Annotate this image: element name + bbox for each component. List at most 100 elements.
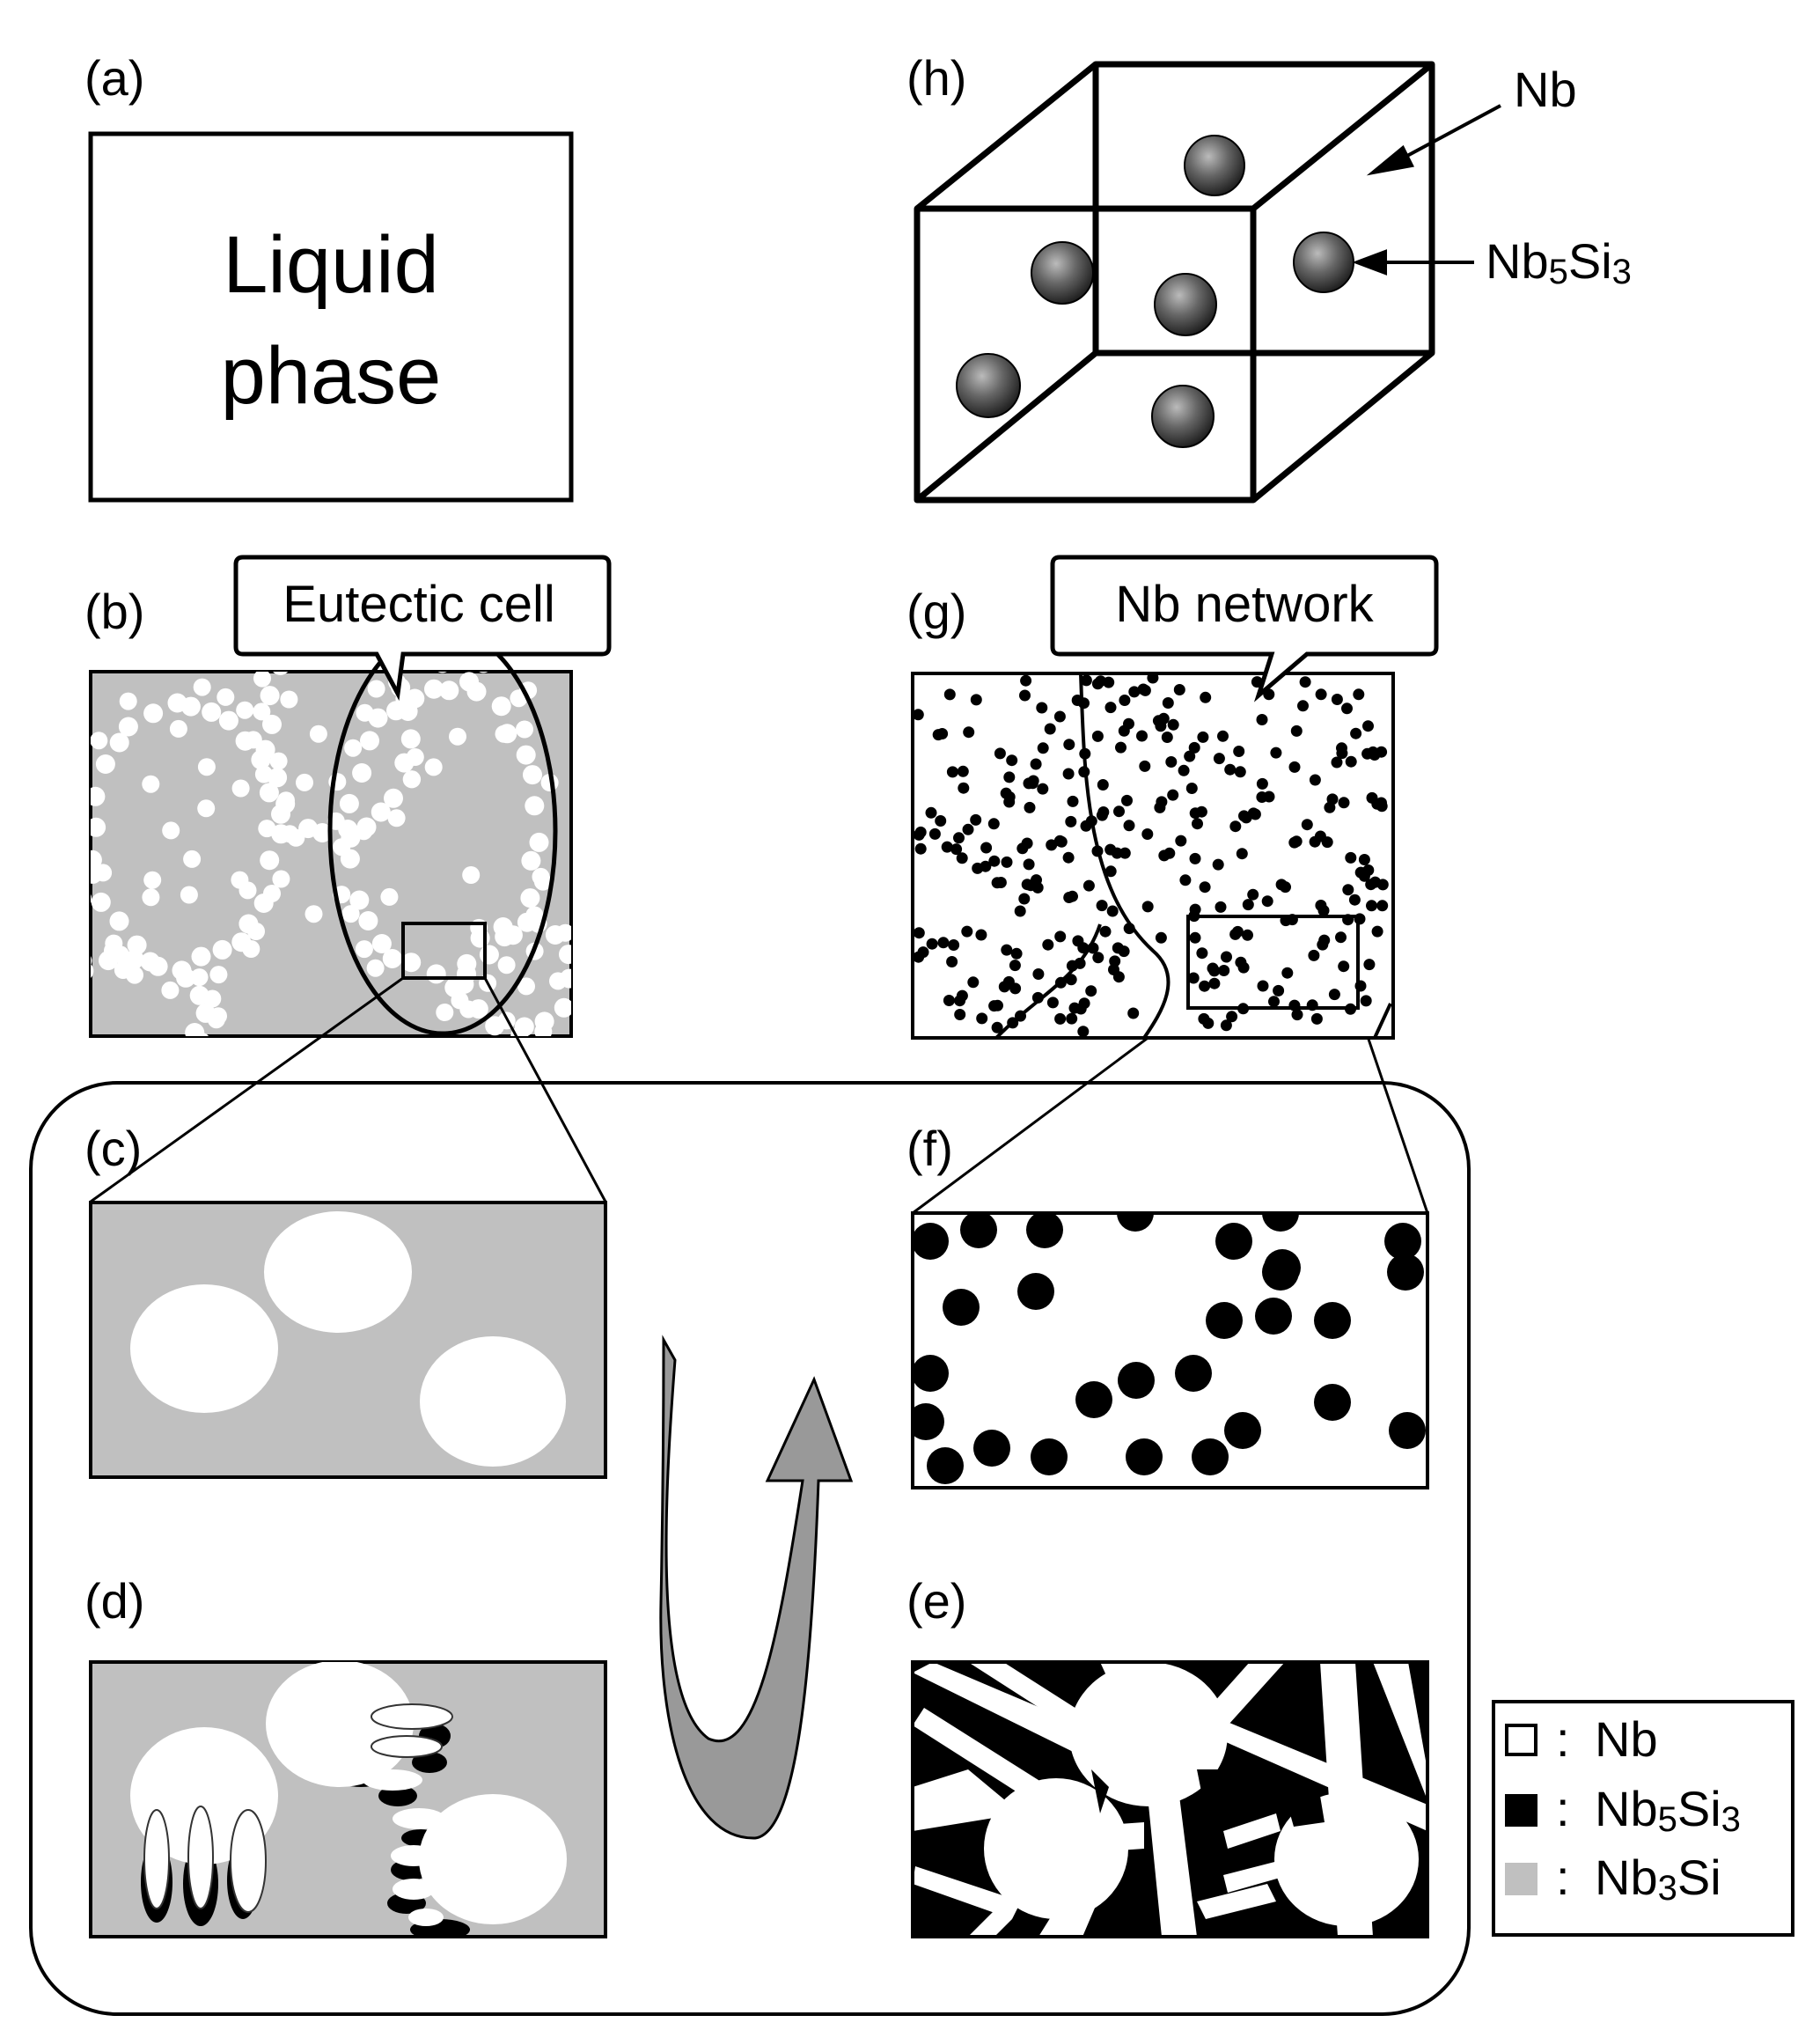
particle-dot: [1238, 810, 1250, 822]
particle-dot: [459, 1000, 478, 1019]
panel-c-label: (c): [84, 1121, 142, 1176]
panel-h: (h) Nb Nb5Si3: [906, 50, 1632, 504]
particle-dot: [118, 717, 138, 737]
particle-dot: [1178, 764, 1190, 776]
legend-box: [1492, 1700, 1794, 1937]
particle-dot: [1213, 753, 1225, 765]
particle-dot: [1020, 674, 1032, 687]
zoom-region-g: [1186, 915, 1360, 1010]
particle-dot: [926, 938, 938, 950]
particle-dot: [950, 843, 963, 856]
panel-g: (g) Nb network: [906, 555, 1439, 1040]
particle-dot: [1309, 774, 1321, 786]
particle-dot: [1218, 965, 1230, 976]
legend-sep: :: [1556, 1850, 1570, 1905]
particle-dot: [958, 782, 970, 794]
particle-dot: [970, 694, 982, 706]
particle-dot: [1229, 820, 1242, 833]
particle-dot: [406, 748, 424, 766]
particle-dot: [991, 877, 1003, 889]
legend-label-nb: Nb: [1595, 1711, 1658, 1767]
particle-dot: [1321, 836, 1333, 849]
particle-dot: [1328, 989, 1340, 1001]
particle-dot: [913, 709, 924, 721]
particle-dot: [1097, 779, 1109, 791]
particle-dot: [1336, 742, 1347, 754]
nb-network-boundary: [1079, 673, 1171, 1038]
particle-dot: [1067, 890, 1078, 902]
particle-dot: [1215, 1223, 1252, 1260]
nb5si3-particles-g: [913, 673, 1389, 1038]
particle-dot: [275, 794, 296, 814]
particle-dot: [1175, 835, 1187, 847]
particle-dot: [1000, 787, 1012, 799]
particle-dot: [1315, 688, 1327, 701]
panel-c: (c): [84, 1121, 607, 1479]
particle-dot: [231, 779, 250, 798]
transformation-arrow: [659, 1335, 854, 1840]
curved-arrow-shape: [659, 1335, 854, 1840]
legend-sep: :: [1556, 1781, 1570, 1836]
particle-dot: [269, 752, 288, 770]
particle-dot: [1290, 835, 1303, 848]
legend-swatch-nb: [1505, 1724, 1537, 1756]
particle-dot: [380, 887, 399, 906]
particle-dot: [91, 894, 92, 903]
particle-dot: [253, 672, 271, 688]
particle-dot: [1207, 962, 1219, 975]
transformation-frame: [29, 1081, 1471, 2016]
particle-dot: [1010, 947, 1023, 960]
particle-dot: [1147, 673, 1159, 684]
particle-dot: [554, 997, 571, 1018]
particle-dot: [913, 1223, 949, 1260]
particle-dot: [1256, 714, 1268, 725]
particle-dot: [305, 905, 323, 923]
particle-dot: [1224, 763, 1237, 776]
particle-dot: [91, 786, 106, 806]
particle-dot: [967, 976, 980, 989]
particle-dot: [1119, 695, 1131, 706]
particle-dot: [1017, 1273, 1054, 1310]
particle-dot: [1001, 856, 1013, 868]
particle-dot: [1099, 925, 1112, 938]
particle-dot: [987, 818, 1000, 830]
particle-dot: [1118, 1362, 1155, 1399]
particle-dot: [400, 729, 421, 749]
particle-dot: [1189, 931, 1201, 944]
particle-dot: [1273, 984, 1285, 997]
nb-lamellae-e: [913, 1662, 1427, 1937]
liquid-phase-box: [88, 131, 574, 503]
particle-dot: [980, 842, 993, 854]
particle-dot: [1128, 686, 1141, 698]
particle-dot: [119, 692, 137, 710]
particle-dot: [1226, 1011, 1238, 1023]
particle-dot: [1338, 797, 1350, 809]
particle-dot: [994, 747, 1006, 760]
particle-dot: [962, 823, 974, 835]
particle-dot: [1341, 702, 1353, 715]
particle-dot: [355, 940, 373, 959]
panel-d: (d): [84, 1573, 607, 1938]
particle-dot: [194, 1032, 209, 1036]
panel-d-label: (d): [84, 1573, 144, 1629]
particle-dot: [106, 1063, 123, 1080]
particle-dot: [1197, 731, 1209, 743]
particle-dot: [1299, 676, 1311, 688]
particle-dot: [914, 842, 927, 855]
panel-e: (e): [906, 1573, 1429, 1938]
nb-particle: [130, 1284, 278, 1413]
particle-dot: [1224, 1412, 1261, 1449]
particle-dot: [1261, 895, 1273, 908]
particle-dot: [976, 1012, 988, 1025]
particle-dot: [236, 701, 254, 719]
particle-dot: [368, 708, 388, 728]
particle-dot: [59, 1039, 77, 1056]
particle-dot: [1042, 938, 1054, 951]
particle-dot: [1196, 947, 1208, 960]
particle-dot: [1054, 1012, 1067, 1025]
particle-dot: [1256, 777, 1268, 790]
particle-dot: [1037, 742, 1049, 754]
particle-dot: [1117, 1213, 1154, 1232]
particle-dot: [493, 917, 513, 937]
particle-dot: [1119, 847, 1131, 859]
